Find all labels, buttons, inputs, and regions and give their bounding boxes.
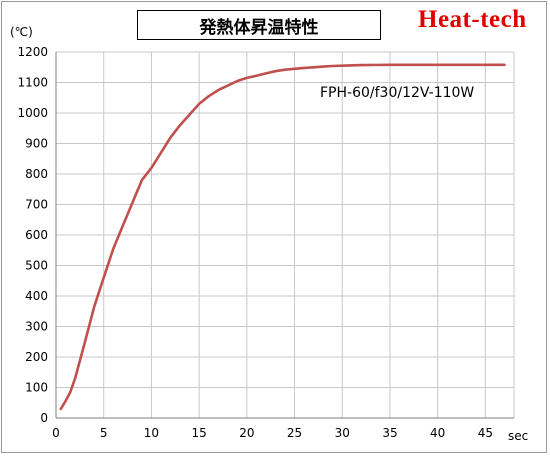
y-tick-label: 700	[25, 198, 48, 212]
brand-logo-text: Heat-tech	[418, 6, 527, 33]
y-tick-label: 1200	[17, 45, 48, 59]
y-tick-label: 600	[25, 228, 48, 242]
y-tick-label: 100	[25, 381, 48, 395]
y-tick-label: 800	[25, 167, 48, 181]
y-tick-label: 500	[25, 259, 48, 273]
x-axis-unit-label: sec	[508, 429, 528, 443]
x-tick-label: 20	[239, 426, 254, 440]
x-tick-label: 45	[478, 426, 493, 440]
y-tick-labels: 0 100 200 300 400 500 600 700 800 900 1000 1100 1200	[17, 45, 48, 425]
gridlines	[56, 51, 515, 418]
x-tick-label: 0	[52, 426, 60, 440]
y-tick-label: 200	[25, 350, 48, 364]
y-tick-label: 0	[40, 411, 48, 425]
y-tick-label: 900	[25, 137, 48, 151]
x-tick-label: 5	[100, 426, 108, 440]
x-tick-label: 35	[382, 426, 397, 440]
x-tick-label: 30	[335, 426, 350, 440]
y-axis-unit-label: (℃)	[10, 25, 33, 39]
model-annotation: FPH-60/f30/12V-110W	[320, 85, 474, 101]
y-tick-label: 300	[25, 320, 48, 334]
series-layer	[59, 63, 506, 411]
temperature-series-line	[59, 63, 506, 411]
x-tick-label: 40	[430, 426, 445, 440]
x-tick-label: 15	[191, 426, 206, 440]
x-tick-labels: 0 5 10 15 20 25 30 35 40 45	[52, 426, 493, 440]
y-tick-label: 400	[25, 289, 48, 303]
x-tick-label: 25	[287, 426, 302, 440]
y-tick-label: 1000	[17, 106, 48, 120]
y-tick-label: 1100	[17, 76, 48, 90]
x-tick-label: 10	[144, 426, 159, 440]
chart-title: 発熱体昇温特性	[137, 10, 381, 40]
axes	[55, 52, 514, 419]
